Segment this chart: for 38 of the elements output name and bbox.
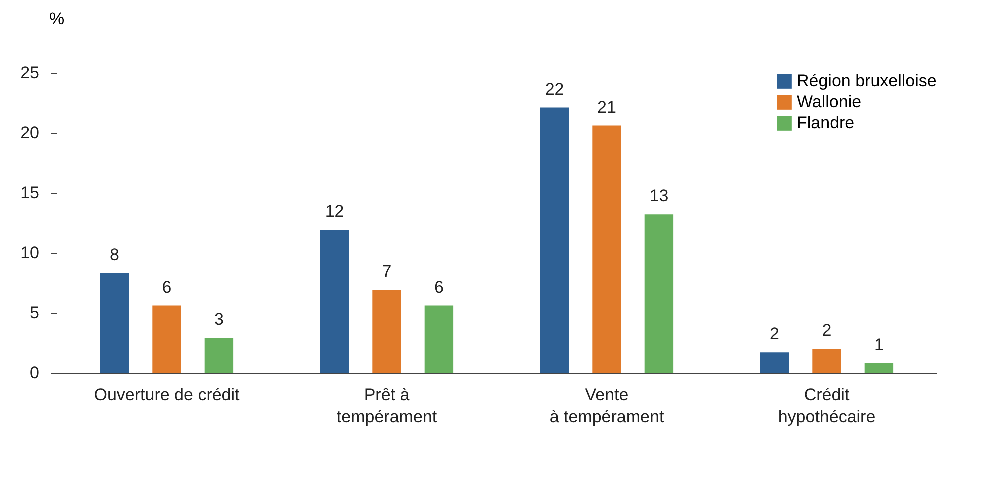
bar [592,126,622,373]
data-label: 8 [110,245,120,264]
data-label: 1 [874,335,884,354]
data-label: 13 [650,186,669,206]
x-tick-label: Crédit hypothécaire [778,386,876,426]
data-label: 2 [822,321,832,340]
y-tick-label: 5 [30,304,40,322]
legend-label: Flandre [797,114,855,132]
legend-label: Wallonie [797,92,862,112]
bar [540,108,570,373]
bar [204,338,234,373]
y-tick-label: 15 [20,184,40,202]
data-label: 3 [214,310,224,330]
data-label: 22 [545,80,564,99]
bar [100,273,130,373]
data-label: 7 [382,262,392,282]
bar [424,306,454,373]
bar [644,214,674,373]
bar [152,306,182,373]
bar [760,352,790,373]
data-label: 2 [770,324,780,344]
data-label: 21 [598,98,616,117]
y-axis-title: % [50,10,65,28]
data-label: 12 [325,202,344,222]
data-label: 6 [162,278,172,297]
bar [812,349,842,373]
x-tick-label: Vente à tempérament [550,386,664,426]
y-tick-label: 0 [30,364,40,382]
y-tick-label: 20 [20,124,40,142]
x-tick-label: Prêt à tempérament [336,386,438,426]
bar [320,230,350,373]
bar [372,290,402,373]
legend-label: Région bruxelloise [797,72,937,90]
bar [864,363,894,373]
y-tick-label: 10 [20,244,40,262]
data-label: 6 [434,278,444,297]
x-tick-label: Ouverture de crédit [94,386,240,404]
y-tick-label: 25 [20,64,40,82]
